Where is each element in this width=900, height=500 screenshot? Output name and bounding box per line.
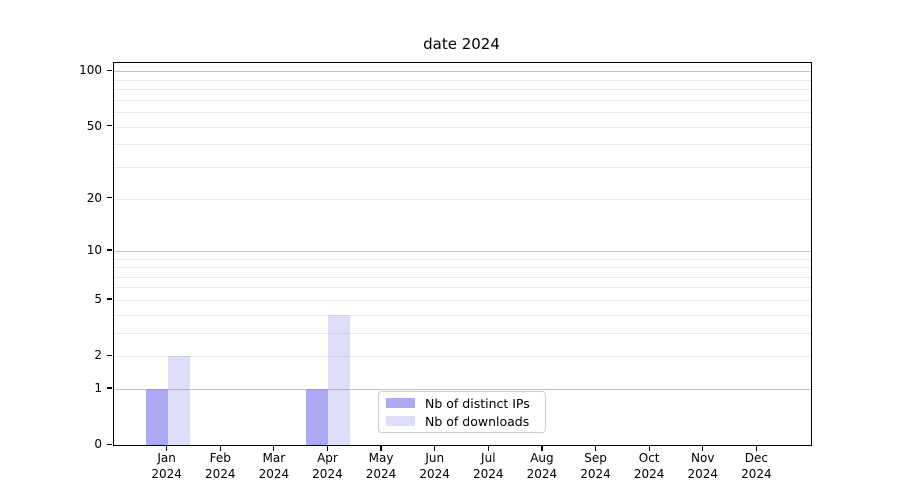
minor-gridline-30 [114,166,811,168]
bar-nb-of-downloads-apr [328,314,351,445]
bar-nb-of-distinct-ips-apr [306,388,329,445]
legend-entry-distinct-ips: Nb of distinct IPs [386,396,538,411]
x-tick-mark-oct [648,445,650,451]
major-gridline-20 [114,198,811,200]
y-tick-mark-5 [107,298,112,300]
legend-entry-downloads: Nb of downloads [386,414,538,429]
x-tick-label-nov: Nov 2024 [687,451,719,481]
bar-nb-of-downloads-jan [167,356,190,445]
y-tick-mark-100 [107,69,112,72]
x-tick-label-mar: Mar 2024 [258,451,290,481]
minor-gridline-40 [114,144,811,146]
major-gridline-10 [114,250,811,252]
minor-gridline-60 [114,112,811,114]
legend-swatch-distinct-ips [386,398,415,408]
x-tick-mark-feb [219,445,221,451]
minor-gridline-6 [114,287,811,289]
y-tick-mark-10 [107,249,112,251]
x-tick-mark-jan [166,445,168,451]
minor-gridline-9 [114,258,811,260]
y-tick-label-5: 5 [94,291,102,306]
y-tick-mark-50 [107,125,112,127]
minor-gridline-8 [114,267,811,269]
y-tick-label-0: 0 [94,437,102,451]
legend-label-downloads: Nb of downloads [425,413,530,429]
x-tick-label-apr: Apr 2024 [312,451,343,481]
x-tick-label-may: May 2024 [365,451,397,481]
legend-swatch-downloads [386,416,415,426]
y-tick-label-10: 10 [86,242,102,257]
major-gridline-1 [114,388,811,390]
plot-area: Nb of distinct IPs Nb of downloads [113,62,812,446]
minor-gridline-90 [114,79,811,81]
x-tick-mark-nov [702,445,704,451]
y-tick-mark-0 [107,443,112,445]
legend-label-distinct-ips: Nb of distinct IPs [425,395,530,411]
x-tick-mark-jul [487,445,489,451]
bar-nb-of-distinct-ips-jan [145,388,168,445]
y-tick-label-1: 1 [94,380,102,395]
chart-title: date 2024 [423,35,500,53]
legend: Nb of distinct IPs Nb of downloads [378,391,546,433]
y-tick-label-50: 50 [86,118,102,133]
minor-gridline-3 [114,332,811,334]
x-tick-mark-may [380,445,382,451]
x-tick-label-oct: Oct 2024 [633,451,665,481]
y-tick-label-2: 2 [94,348,102,363]
x-tick-label-aug: Aug 2024 [526,451,558,481]
y-tick-mark-20 [107,197,112,199]
x-tick-label-dec: Dec 2024 [741,451,772,481]
x-tick-mark-jun [434,445,436,451]
x-tick-mark-dec [755,445,757,451]
x-tick-label-sep: Sep 2024 [580,451,611,481]
y-tick-mark-1 [107,387,112,389]
x-tick-label-jan: Jan 2024 [151,451,182,481]
x-tick-label-jul: Jul 2024 [473,451,504,481]
major-gridline-2 [114,356,811,358]
x-tick-mark-apr [326,445,329,451]
minor-gridline-70 [114,99,811,101]
x-tick-mark-sep [594,445,597,451]
minor-gridline-80 [114,89,811,91]
y-tick-mark-2 [107,354,112,356]
x-tick-mark-mar [273,445,275,451]
minor-gridline-7 [114,276,811,278]
major-gridline-100 [114,71,811,73]
y-tick-label-100: 100 [79,63,102,78]
x-tick-mark-aug [541,445,543,451]
major-gridline-50 [114,126,811,128]
x-tick-label-jun: Jun 2024 [419,451,450,481]
x-tick-label-feb: Feb 2024 [204,451,236,481]
major-gridline-5 [114,299,811,301]
y-tick-label-20: 20 [86,190,102,205]
minor-gridline-4 [114,314,811,316]
